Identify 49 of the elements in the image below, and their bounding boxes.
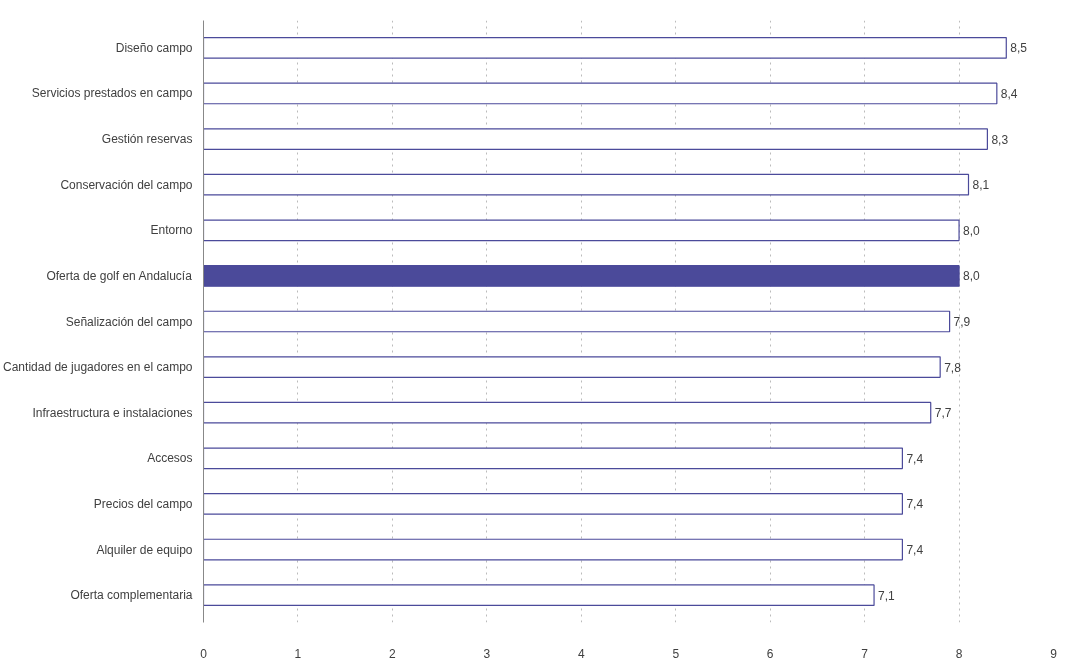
bar	[203, 493, 903, 515]
bar	[203, 82, 998, 105]
x-tick-label: 0	[200, 646, 208, 660]
data-label: 8,0	[963, 223, 981, 238]
y-tick-label: Infraestructura e instalaciones	[32, 405, 193, 420]
bar	[203, 356, 941, 378]
bar	[203, 219, 960, 242]
data-label: 7,7	[934, 406, 952, 421]
y-tick-label: Entorno	[150, 223, 193, 238]
data-label: 8,4	[1000, 86, 1018, 101]
data-label: 7,4	[906, 497, 924, 512]
y-tick-label: Conservación del campo	[60, 177, 193, 192]
y-tick-label: Servicios prestados en campo	[31, 86, 193, 101]
y-tick-label: Señalización del campo	[65, 314, 193, 329]
x-tick-label: 3	[483, 646, 491, 660]
bar	[203, 173, 970, 196]
data-label: 7,4	[906, 543, 924, 558]
x-tick-label: 2	[389, 646, 397, 660]
y-tick-label: Alquiler de equipo	[96, 542, 193, 557]
y-tick-label: Precios del campo	[93, 496, 193, 511]
data-label: 7,1	[878, 588, 896, 603]
data-label: 8,0	[963, 269, 981, 284]
x-tick-label: 5	[672, 646, 680, 660]
y-tick-label: Accesos	[147, 451, 193, 466]
bar	[203, 310, 951, 333]
data-label: 7,4	[906, 451, 924, 466]
x-tick-label: 6	[766, 646, 774, 660]
bar	[203, 538, 903, 561]
bar	[203, 401, 932, 424]
bar	[203, 128, 988, 150]
x-tick-label: 1	[294, 646, 302, 660]
data-label: 8,1	[972, 178, 990, 193]
data-label: 8,5	[1010, 41, 1028, 56]
data-label: 7,8	[944, 360, 962, 375]
data-label: 7,9	[953, 315, 971, 329]
x-tick-label: 8	[955, 646, 963, 660]
x-tick-label: 4	[577, 646, 585, 660]
data-label: 8,3	[991, 132, 1009, 147]
y-tick-label: Gestión reservas	[101, 132, 193, 147]
bar	[203, 584, 875, 606]
x-tick-label: 7	[861, 646, 869, 660]
bar	[203, 37, 1007, 59]
x-tick-label: 9	[1050, 646, 1058, 660]
bar	[203, 447, 903, 470]
y-tick-label: Diseño campo	[115, 40, 193, 55]
y-tick-label: Cantidad de jugadores en el campo	[3, 360, 193, 375]
y-tick-label: Oferta de golf en Andalucía	[46, 268, 193, 283]
bar	[203, 265, 960, 287]
y-tick-label: Oferta complementaria	[70, 588, 193, 603]
